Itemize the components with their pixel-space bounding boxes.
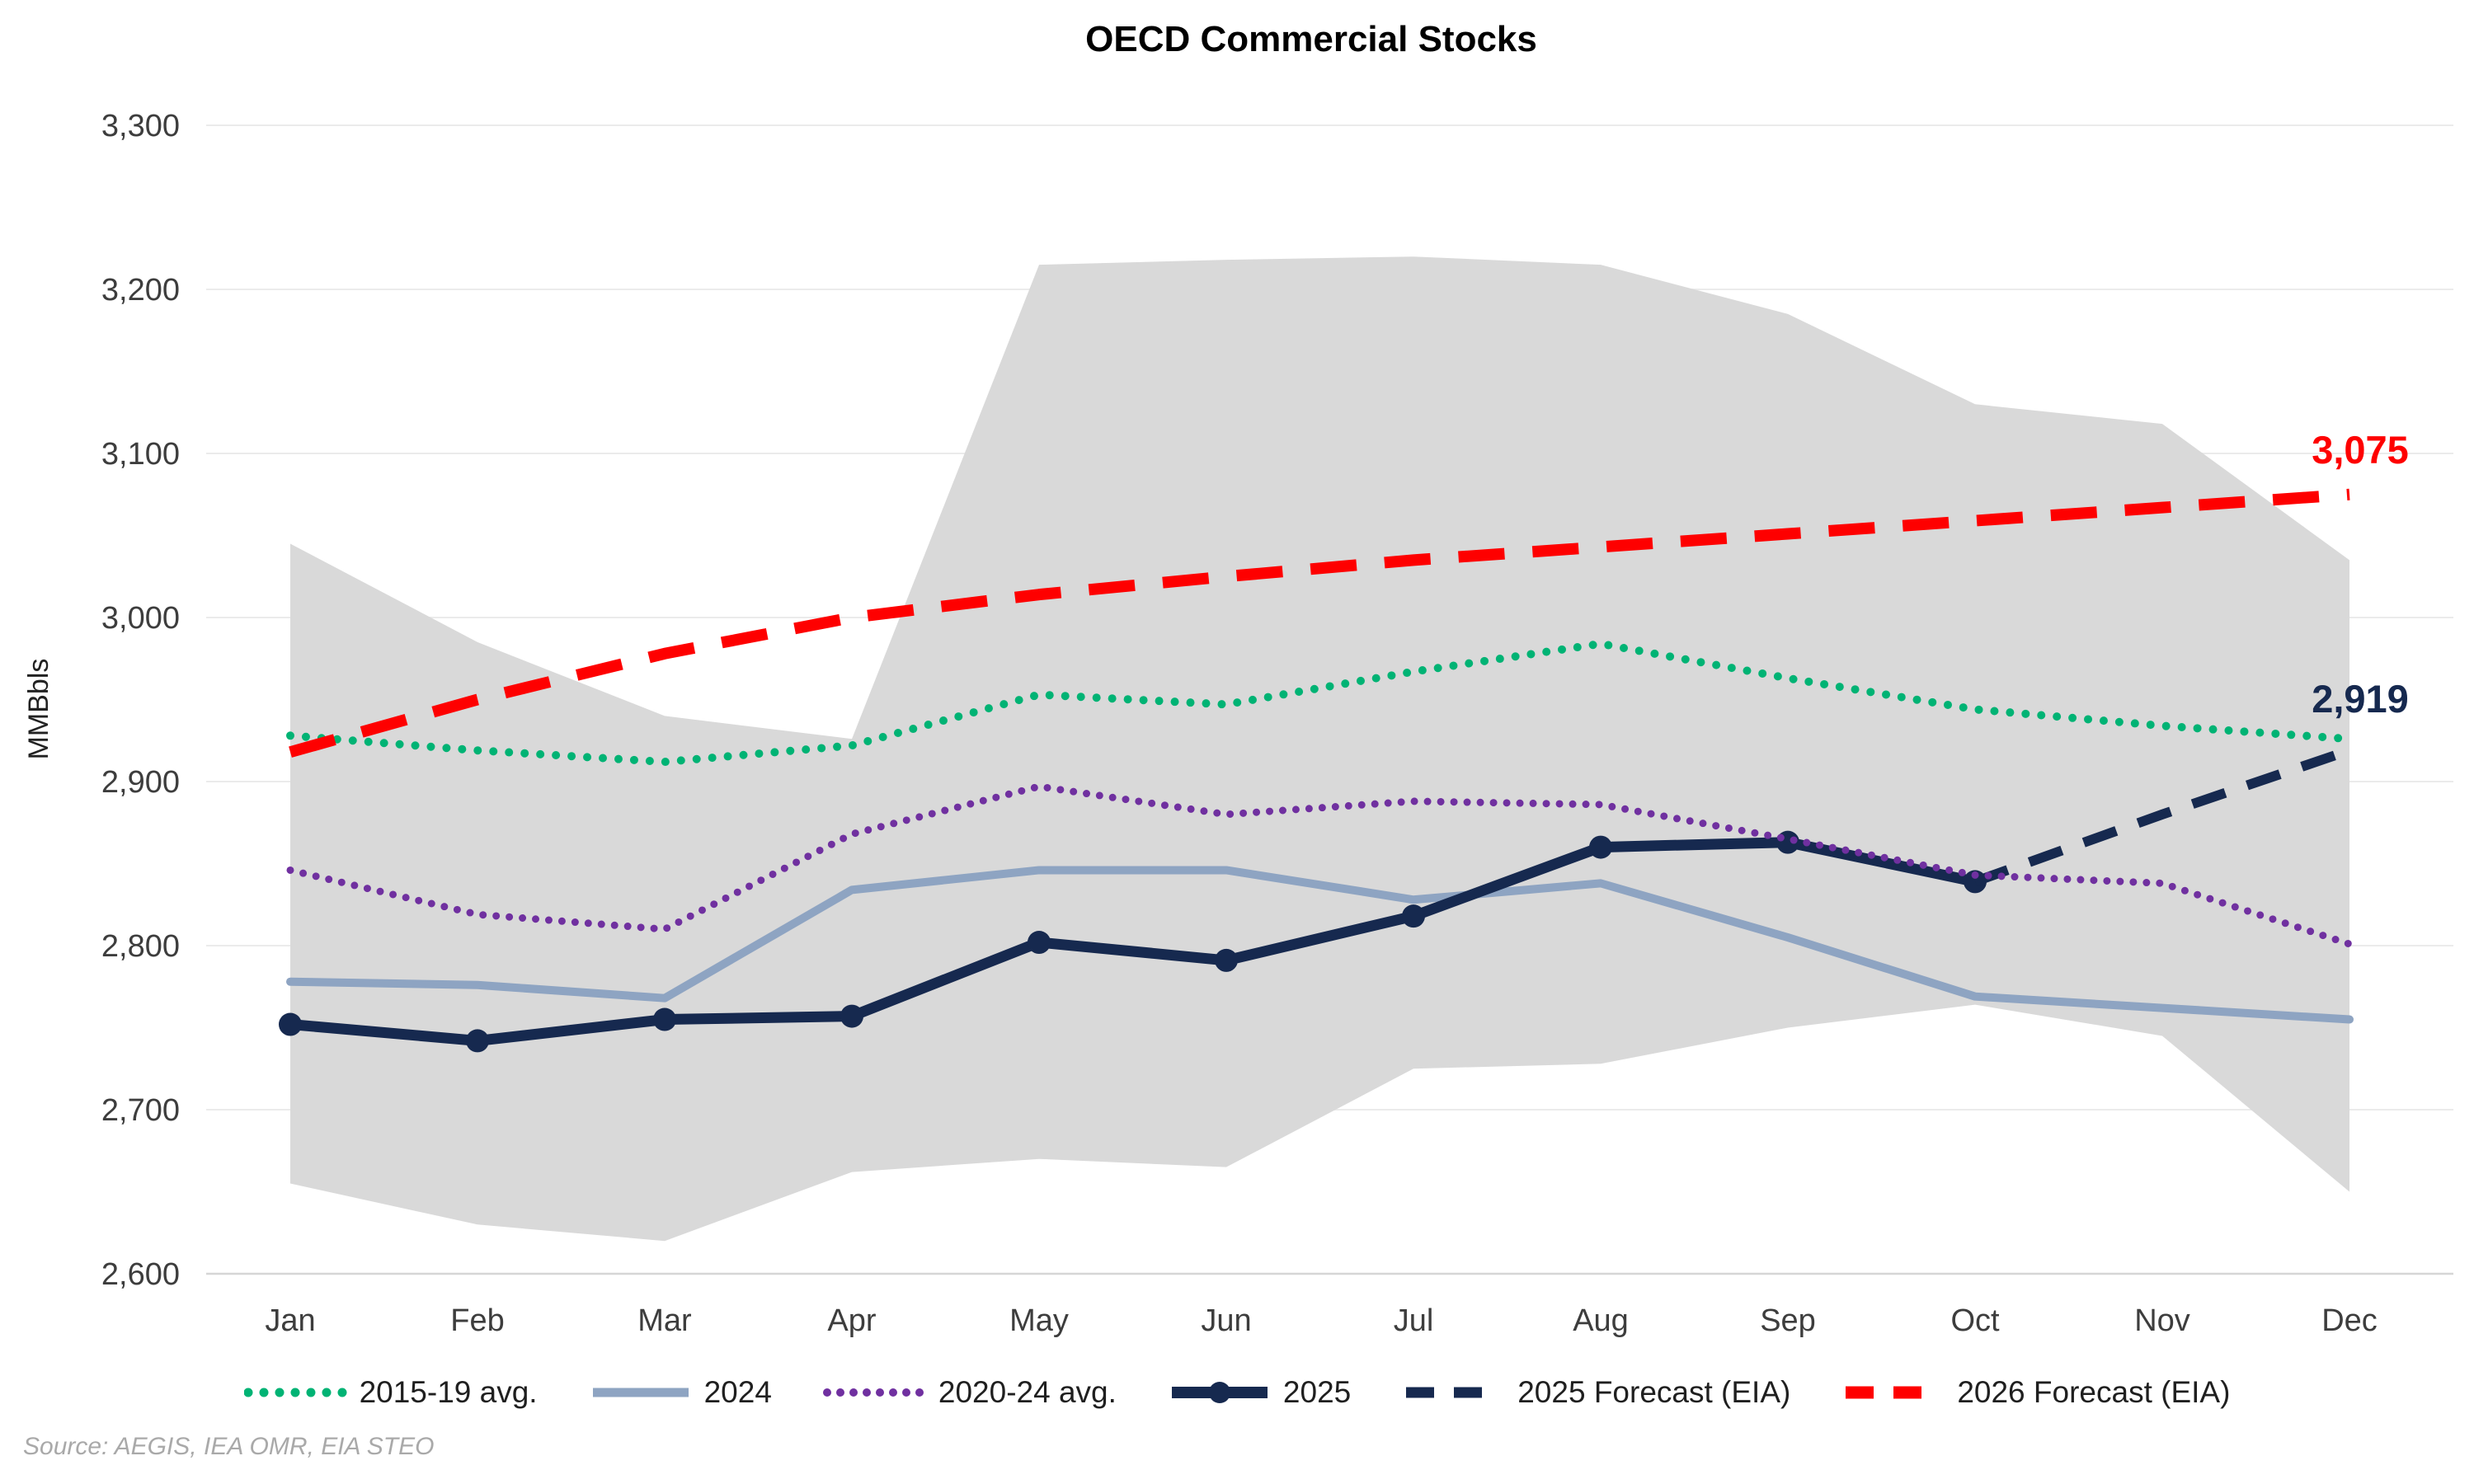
legend-item-2015-19-avg-: 2015-19 avg. — [243, 1375, 538, 1410]
legend-label: 2026 Forecast (EIA) — [1957, 1375, 2231, 1409]
range-band-area — [290, 256, 2349, 1242]
x-tick-label: Dec — [2321, 1303, 2378, 1338]
series-lines — [279, 488, 2354, 1053]
y-tick-label: 2,800 — [101, 929, 180, 964]
legend-swatch — [1406, 1387, 1503, 1398]
x-tick-label: Oct — [1950, 1303, 2000, 1338]
y-tick-label: 2,600 — [101, 1257, 180, 1292]
y-tick-label: 2,700 — [101, 1093, 180, 1128]
legend-swatch — [243, 1388, 348, 1397]
annotation-2026-forecast-value: 3,075 — [2312, 428, 2409, 472]
chart-title: OECD Commercial Stocks — [1085, 19, 1537, 59]
x-tick-label: Jul — [1394, 1303, 1434, 1338]
legend-item-2025-forecast-eia-: 2025 Forecast (EIA) — [1402, 1375, 1790, 1410]
source-note: Source: AEGIS, IEA OMR, EIA STEO — [23, 1433, 435, 1460]
series-marker — [279, 1012, 302, 1036]
annotation-2025-forecast-value: 2,919 — [2312, 677, 2409, 721]
y-tick-label: 2,900 — [101, 765, 180, 800]
y-tick-label: 3,200 — [101, 273, 180, 308]
series-marker — [1028, 931, 1051, 955]
y-tick-label: 3,300 — [101, 109, 180, 143]
x-tick-label: Feb — [450, 1303, 504, 1338]
legend-swatch — [1846, 1386, 1942, 1399]
x-axis-tick-labels: Jan Feb Mar Apr May Jun Jul Aug Sep Oct Nov Dec — [265, 1303, 2377, 1338]
x-tick-label: Jan — [265, 1303, 315, 1338]
y-tick-label: 3,100 — [101, 437, 180, 472]
legend-swatch — [822, 1388, 927, 1397]
y-tick-label: 3,000 — [101, 601, 180, 636]
x-tick-label: Aug — [1573, 1303, 1629, 1338]
legend-label: 2015-19 avg. — [359, 1375, 538, 1409]
legend-label: 2025 Forecast (EIA) — [1517, 1375, 1791, 1409]
series-line-2020-24-avg- — [286, 782, 2354, 948]
series-marker — [1589, 835, 1612, 859]
x-tick-label: Nov — [2134, 1303, 2190, 1338]
legend-label: 2025 — [1282, 1375, 1352, 1409]
x-tick-label: Apr — [827, 1303, 876, 1338]
x-tick-label: Mar — [637, 1303, 692, 1338]
x-tick-label: Sep — [1760, 1303, 1816, 1338]
series-line-2015-19-avg- — [286, 639, 2354, 767]
series-marker — [466, 1029, 489, 1053]
series-line-2026-forecast-eia- — [289, 488, 2350, 758]
series-line-2025-forecast-eia- — [1973, 745, 2351, 887]
series-marker — [840, 1004, 863, 1028]
x-tick-label: Jun — [1201, 1303, 1251, 1338]
series-marker — [1402, 904, 1425, 928]
chart-legend: 2015-19 avg. 2024 2020-24 avg. 2025 2025 For… — [0, 1375, 2474, 1410]
legend-swatch — [592, 1388, 689, 1397]
legend-label: 2020-24 avg. — [938, 1375, 1117, 1409]
y-axis-title: MMBbls — [23, 659, 54, 760]
series-marker — [653, 1007, 676, 1031]
y-axis-tick-labels: 2,600 2,700 2,800 2,900 3,000 3,100 3,200 3,300 — [101, 109, 180, 1292]
series-marker — [1215, 948, 1238, 972]
series-line-2024 — [286, 866, 2354, 1024]
series-line-2025 — [285, 837, 1981, 1046]
legend-item-2024: 2024 — [589, 1375, 772, 1410]
legend-item-2026-forecast-eia-: 2026 Forecast (EIA) — [1841, 1375, 2230, 1410]
legend-swatch — [1171, 1382, 1268, 1403]
range-band — [290, 256, 2349, 1242]
x-tick-label: May — [1009, 1303, 1069, 1338]
legend-label: 2024 — [703, 1375, 772, 1409]
legend-item-2020-24-avg-: 2020-24 avg. — [822, 1375, 1117, 1410]
legend-item-2025: 2025 — [1168, 1375, 1351, 1410]
